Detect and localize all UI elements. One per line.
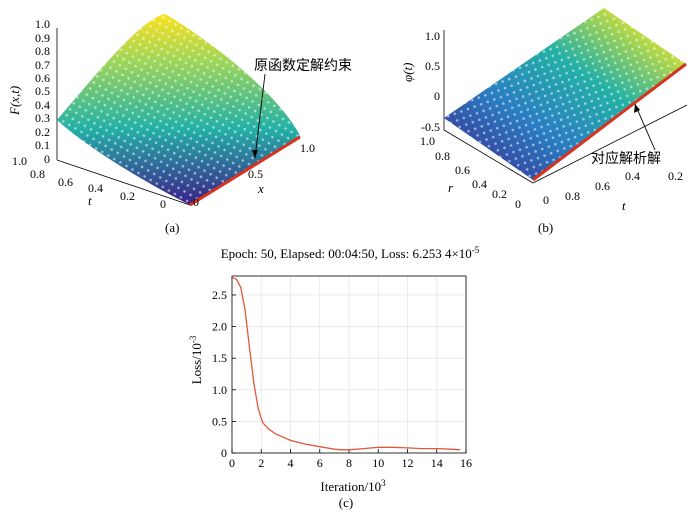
z-tick-a: 0 (44, 152, 50, 166)
z-tick-a: 0.6 (35, 71, 50, 85)
x-tick-label: 16 (460, 456, 472, 470)
annotation-arrowhead-b (634, 104, 640, 113)
panel-label-c: (c) (339, 495, 353, 510)
x-tick-label: 14 (431, 456, 443, 470)
x-tick-label: 6 (317, 456, 323, 470)
panel-b-t-axis (532, 104, 688, 184)
x-tick-label: 10 (372, 456, 384, 470)
annotation-b: 对应解析解 (591, 150, 661, 167)
z-tick-b: -0.5 (421, 120, 440, 134)
chart-title-main: Epoch: 50, Elapsed: 00:04:50, Loss: 6.25… (221, 246, 472, 261)
x-tick-label: 4 (288, 456, 294, 470)
x-axis-label-c: Iteration/103 (320, 478, 386, 494)
z-tick-a: 0.9 (35, 31, 50, 45)
z-tick-a: 0.2 (35, 125, 50, 139)
r-tick-b: 0.2 (492, 187, 507, 201)
panel-b: -0.5 0 0.5 1.0 φ(t) 1.0 0.8 0.6 0.4 0.2 … (400, 8, 688, 235)
x-tick-a: 0.5 (248, 167, 263, 181)
t-tick-a: 0.6 (58, 175, 73, 189)
x-axis-label-text: Iteration/10 (320, 479, 381, 494)
surface-b-mesh (444, 8, 686, 180)
t-tick-b: 0 (543, 193, 549, 207)
z-tick-a: 0.7 (35, 58, 50, 72)
z-tick-b: 0.5 (425, 59, 440, 73)
x-tick-a: 0 (193, 195, 199, 209)
annotation-arrowhead-a (252, 150, 258, 158)
t-tick-a: 0.4 (88, 181, 103, 195)
t-tick-b: 0.2 (668, 169, 683, 183)
t-axis-label-b: t (622, 198, 626, 213)
z-axis-label-b: φ(t) (400, 63, 415, 82)
surface-a-mesh (57, 14, 300, 205)
t-tick-a: 1.0 (12, 154, 27, 168)
t-tick-b: 0.4 (625, 169, 640, 183)
t-tick-a: 0.8 (30, 167, 45, 181)
panel-c: Epoch: 50, Elapsed: 00:04:50, Loss: 6.25… (188, 245, 480, 510)
annotation-arrow-b (634, 103, 656, 151)
x-axis-label-a: x (257, 181, 264, 196)
z-tick-b: 0 (434, 89, 440, 103)
panel-label-a: (a) (165, 220, 179, 235)
x-tick-label: 0 (229, 456, 235, 470)
annotation-a: 原函数定解约束 (254, 58, 352, 74)
r-tick-b: 0.8 (435, 149, 450, 163)
panel-a: 0 0.1 0.2 0.3 0.4 0.5 0.6 0.7 0.8 0.9 1.… (7, 14, 352, 235)
y-axis-label-exp: -3 (188, 335, 198, 343)
panel-b-r-axis (443, 129, 534, 184)
chart-title: Epoch: 50, Elapsed: 00:04:50, Loss: 6.25… (221, 245, 480, 261)
loss-series-line (231, 276, 461, 451)
x-tick-label: 2 (258, 456, 264, 470)
z-tick-b: 1.0 (425, 29, 440, 43)
z-tick-a: 0.4 (35, 98, 50, 112)
z-axis-label-a: F(x,t) (7, 86, 22, 116)
z-tick-a: 0.3 (35, 111, 50, 125)
x-tick-a: 1.0 (300, 141, 315, 155)
constraint-line-a (189, 135, 301, 207)
y-axis-label-c: Loss/10-3 (188, 335, 204, 384)
r-tick-b: 1.0 (420, 134, 435, 148)
z-tick-a: 0.5 (35, 84, 50, 98)
z-tick-a: 0.8 (35, 44, 50, 58)
chart-title-exp: -5 (472, 245, 480, 255)
y-tick-label: 2.0 (212, 320, 227, 334)
y-tick-label: 0 (221, 446, 227, 460)
t-tick-a: 0.2 (120, 189, 135, 203)
r-tick-b: 0 (515, 197, 521, 211)
r-tick-b: 0.4 (472, 177, 487, 191)
panel-label-b: (b) (538, 220, 553, 235)
t-tick-b: 0.8 (565, 189, 580, 203)
constraint-line-b (532, 62, 687, 182)
t-axis-label-a: t (88, 193, 92, 208)
r-tick-b: 0.6 (455, 163, 470, 177)
t-tick-b: 0.6 (595, 179, 610, 193)
y-tick-label: 1.0 (212, 383, 227, 397)
x-tick-label: 12 (402, 456, 414, 470)
panel-a-t-axis (56, 159, 191, 206)
z-tick-a: 0.1 (35, 138, 50, 152)
y-tick-label: 1.5 (212, 351, 227, 365)
y-axis-label-text: Loss/10 (189, 343, 204, 384)
x-axis-label-exp: 3 (381, 478, 386, 488)
z-tick-a: 1.0 (35, 17, 50, 31)
y-tick-label: 2.5 (212, 288, 227, 302)
r-axis-label-b: r (448, 180, 454, 195)
t-tick-a: 0 (160, 197, 166, 211)
y-tick-label: 0.5 (212, 414, 227, 428)
x-tick-label: 8 (346, 456, 352, 470)
annotation-arrow-a (254, 73, 266, 159)
loss-plot: 0 2 4 6 8 10 12 14 16 0 0.5 1.0 1.5 2.0 2.5 (212, 275, 472, 470)
